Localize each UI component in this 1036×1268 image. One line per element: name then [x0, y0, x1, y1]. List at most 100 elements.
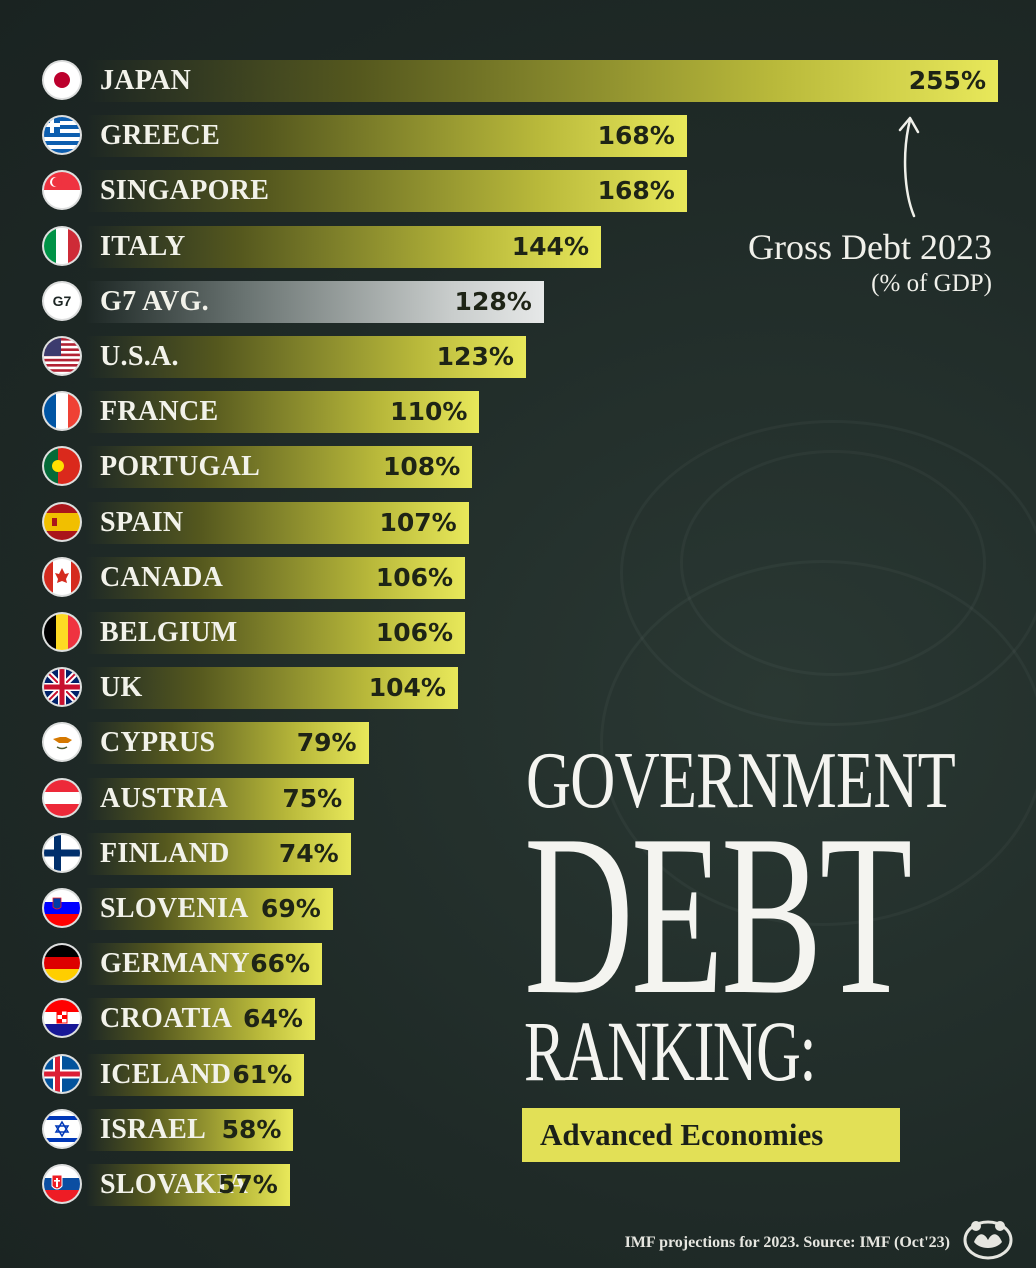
slovakia-flag-icon [44, 1166, 80, 1202]
bar-row: CROATIA 64% [0, 997, 319, 1041]
bar [86, 1108, 294, 1151]
category-label: U.S.A. [100, 341, 179, 372]
iceland-flag-icon [44, 1055, 80, 1092]
canada-flag-icon [44, 558, 80, 595]
data-label: 61% [232, 1059, 293, 1089]
category-label: GREECE [100, 120, 221, 152]
finland-flag-icon [44, 834, 80, 871]
bar [86, 225, 601, 268]
category-label: BELGIUM [100, 617, 238, 648]
bar-row: PORTUGAL 108% [0, 445, 476, 489]
bar-row: G7 G7 AVG. 128% [0, 280, 548, 324]
data-label: 104% [368, 673, 446, 703]
category-label: G7 AVG. [100, 285, 209, 317]
data-label: 69% [260, 894, 321, 923]
title-line-1: GOVERNMENT [526, 737, 956, 825]
data-label: 66% [250, 949, 311, 979]
israel-flag-icon [44, 1110, 80, 1147]
bar [86, 501, 469, 544]
data-label: 144% [511, 231, 589, 261]
bar [86, 943, 323, 986]
data-label: 79% [296, 728, 357, 758]
data-label: 107% [379, 507, 457, 537]
bar [86, 612, 466, 654]
bar [86, 280, 544, 323]
subtitle-box: Advanced Economies [522, 1108, 900, 1162]
data-label: 75% [282, 783, 343, 813]
bar-row: GERMANY 66% [0, 942, 326, 986]
title-line-2: DEBT [524, 787, 912, 1042]
belgium-flag-icon [44, 614, 80, 650]
category-label: SLOVENIA [100, 893, 249, 924]
bar-row: CANADA 106% [0, 556, 469, 600]
bar [86, 1164, 290, 1206]
category-label: JAPAN [100, 65, 192, 96]
data-label: 168% [597, 176, 675, 206]
usa-flag-icon [44, 338, 80, 374]
italy-flag-icon [44, 227, 80, 264]
data-label: 110% [390, 397, 468, 427]
bar [86, 667, 458, 710]
data-label: 58% [221, 1114, 282, 1144]
bar-row: FRANCE 110% [0, 390, 483, 434]
data-label: 106% [375, 618, 454, 647]
source-note: IMF projections for 2023. Source: IMF (O… [624, 1234, 950, 1251]
data-label: 106% [375, 562, 454, 592]
bar-row: BELGIUM 106% [0, 611, 469, 655]
category-label: SINGAPORE [100, 175, 270, 207]
data-label: 123% [436, 342, 514, 371]
bar [86, 556, 466, 599]
data-label: 108% [383, 452, 461, 482]
bar-row: CYPRUS 79% [0, 721, 373, 765]
category-label: SLOVAKIA [100, 1169, 249, 1200]
cyprus-flag-icon [44, 724, 80, 761]
category-label: CROATIA [100, 1003, 233, 1035]
category-label: UK [100, 672, 143, 704]
austria-flag-icon [44, 779, 80, 816]
bar-row: SPAIN 107% [0, 501, 473, 545]
category-label: FRANCE [100, 396, 219, 428]
data-label: 57% [218, 1170, 278, 1199]
g7-badge-flag-icon: G7 [44, 282, 80, 319]
arrow-icon [898, 116, 920, 218]
bar [86, 446, 473, 489]
category-label: ITALY [100, 230, 186, 262]
germany-flag-icon [44, 945, 80, 982]
bar-row: ISRAEL 58% [0, 1108, 297, 1152]
data-label: 255% [908, 66, 986, 95]
data-label: 168% [597, 121, 675, 151]
category-label: ISRAEL [100, 1113, 207, 1145]
category-label: PORTUGAL [100, 451, 261, 483]
spain-flag-icon [44, 503, 80, 540]
bar-row: SLOVENIA 69% [0, 887, 337, 931]
bar-row: AUSTRIA 75% [0, 777, 358, 821]
annotation-title: Gross Debt 2023 [748, 227, 992, 267]
bar-row: ICELAND 61% [0, 1053, 308, 1097]
bar-row: GREECE 168% [0, 114, 691, 158]
annotation-unit: (% of GDP) [871, 270, 992, 297]
category-label: SPAIN [100, 506, 184, 538]
category-label: AUSTRIA [100, 782, 229, 814]
bar [86, 336, 526, 378]
bar-row: SINGAPORE 168% [0, 169, 691, 213]
france-flag-icon [44, 393, 80, 430]
bar-row: ITALY 144% [0, 225, 605, 269]
bar [86, 170, 687, 213]
bar-row: FINLAND 74% [0, 832, 355, 876]
title-line-3: RANKING: [524, 1003, 817, 1099]
singapore-flag-icon [44, 172, 80, 209]
bar [86, 998, 315, 1041]
bar-row: SLOVAKIA 57% [0, 1163, 294, 1207]
uk-flag-icon [44, 669, 80, 706]
croatia-flag-icon [44, 1000, 80, 1037]
bar-row: UK 104% [0, 666, 462, 710]
bar [86, 777, 355, 820]
data-label: 64% [243, 1004, 303, 1034]
bar [86, 722, 369, 765]
bar [86, 888, 333, 930]
data-label: 128% [454, 286, 532, 316]
portugal-flag-icon [44, 448, 80, 485]
category-label: CANADA [100, 561, 224, 593]
bar [86, 115, 687, 158]
